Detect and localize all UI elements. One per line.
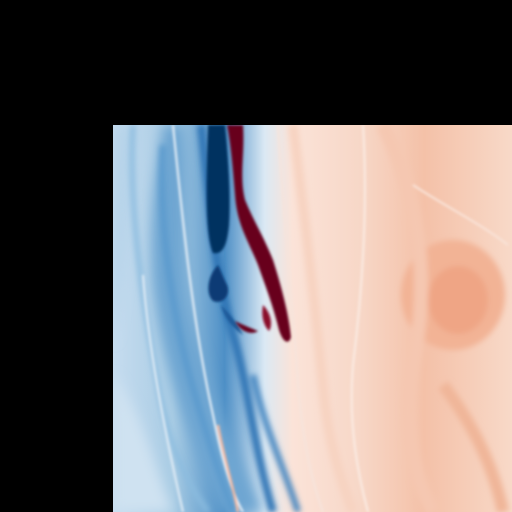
- red-vortex-region: [288, 125, 509, 512]
- field-svg: [113, 125, 512, 512]
- fine-filaments: [142, 125, 509, 512]
- vorticity-field-image: [113, 125, 512, 512]
- dark-blue-filament: [206, 125, 243, 335]
- dark-red-filament: [227, 125, 291, 342]
